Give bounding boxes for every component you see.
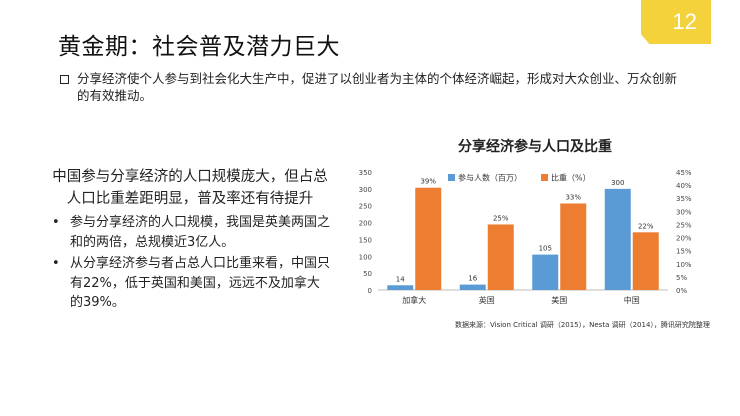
y-right-tick-label: 20% (676, 235, 692, 243)
y-right-tick-label: 5% (676, 274, 687, 282)
bar-share (487, 224, 514, 290)
square-bullet-icon (60, 75, 69, 84)
x-tick-label: 美国 (551, 295, 567, 305)
y-left-tick-label: 350 (359, 169, 372, 177)
legend-label: 参与人数（百万） (458, 173, 522, 183)
y-right-tick-label: 0% (676, 287, 687, 295)
chart-container: 分享经济参与人口及比重 0 50 100 150 200 250 300 350 0% 5% 10%… (350, 139, 720, 340)
y-left-tick-label: 100 (359, 253, 372, 261)
bar-share (415, 187, 442, 290)
bar-share-label: 33% (565, 193, 581, 201)
bar-share-label: 22% (638, 222, 654, 230)
x-tick-label: 中国 (624, 295, 640, 305)
bullet-item: • 参与分享经济的人口规模，我国是英美两国之和的两倍，总规模近3亿人。 (50, 213, 332, 252)
legend-swatch (541, 174, 548, 181)
y-left-tick-label: 50 (363, 270, 372, 278)
bar-share-label: 39% (420, 178, 436, 186)
y-right-tick-label: 10% (676, 261, 692, 269)
y-left-tick-label: 0 (368, 287, 372, 295)
y-right-tick-label: 25% (676, 221, 692, 229)
legend-label: 比重（%） (551, 173, 591, 183)
intro-paragraph: 分享经济使个人参与到社会化大生产中，促进了以创业者为主体的个体经济崛起，形成对大… (77, 71, 678, 103)
chart-title: 分享经济参与人口及比重 (458, 139, 612, 155)
bar-participants-label: 105 (539, 245, 552, 253)
y-right-tick-label: 40% (676, 182, 692, 190)
page-title: 黄金期：社会普及潜力巨大 (58, 34, 340, 60)
bar-chart: 0 50 100 150 200 250 300 350 0% 5% 10% 15% 20% 25% 30%… (359, 169, 692, 305)
bar-participants (604, 188, 631, 290)
data-source-note: 数据来源：Vision Critical 调研（2015），Nesta 调研（2… (455, 321, 710, 329)
y-left-tick-label: 200 (359, 220, 372, 228)
y-left-tick-label: 300 (359, 186, 372, 194)
y-right-tick-label: 45% (676, 169, 692, 177)
page-number-badge: 12 (641, 0, 711, 44)
bullet-item: • 从分享经济参与者占总人口比重来看，中国只有22%，低于英国和美国，远远不及加… (50, 254, 332, 313)
bar-participants-label: 300 (611, 179, 624, 187)
x-tick-label: 英国 (479, 295, 495, 305)
legend-swatch (448, 174, 455, 181)
bullet-dot: • (52, 215, 60, 230)
y-right-tick-label: 30% (676, 208, 692, 216)
y-right-tick-label: 15% (676, 248, 692, 256)
bullet-text: 参与分享经济的人口规模，我国是英美两国之和的两倍，总规模近3亿人。 (70, 215, 331, 250)
lead-statement: 中国参与分享经济的人口规模庞大，但占总人口比重差距明显，普及率还有待提升 (52, 169, 328, 207)
bar-participants (387, 285, 414, 290)
bullet-text: 从分享经济参与者占总人口比重来看，中国只有22%，低于英国和美国，远远不及加拿大… (70, 256, 331, 310)
bar-share (560, 203, 587, 290)
bullet-list: • 参与分享经济的人口规模，我国是英美两国之和的两倍，总规模近3亿人。 • 从分… (50, 213, 332, 315)
y-left-tick-label: 250 (359, 203, 372, 211)
bar-participants-label: 14 (396, 275, 405, 283)
y-right-tick-label: 35% (676, 195, 692, 203)
x-tick-label: 加拿大 (402, 295, 426, 305)
bar-share (632, 232, 659, 290)
bar-participants (532, 254, 559, 290)
bar-participants-label: 16 (468, 275, 477, 283)
bar-share-label: 25% (493, 214, 509, 222)
bar-participants (459, 284, 486, 290)
bullet-dot: • (52, 256, 60, 271)
y-left-tick-label: 150 (359, 236, 372, 244)
page-number: 12 (672, 9, 697, 34)
